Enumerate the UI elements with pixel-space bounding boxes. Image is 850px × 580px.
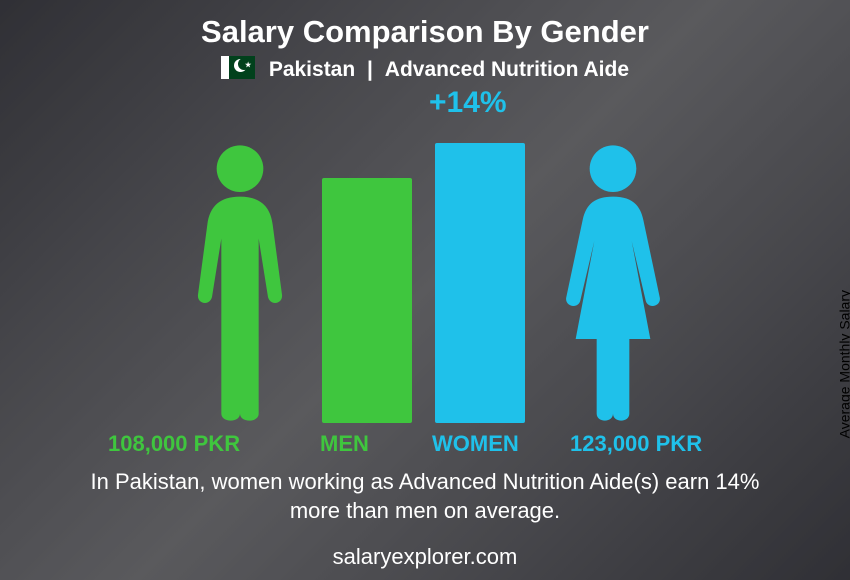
men-bar	[322, 178, 412, 423]
footer-source: salaryexplorer.com	[40, 544, 810, 570]
man-icon	[180, 143, 300, 423]
men-label: MEN	[320, 431, 369, 457]
men-salary: 108,000 PKR	[108, 431, 240, 457]
woman-icon	[550, 143, 676, 423]
figures-row	[40, 143, 810, 423]
infographic-content: Salary Comparison By Gender ★ Pakistan |…	[0, 0, 850, 580]
women-salary: 123,000 PKR	[570, 431, 702, 457]
women-label: WOMEN	[432, 431, 519, 457]
subtitle-row: ★ Pakistan | Advanced Nutrition Aide	[40, 56, 810, 82]
country-label: Pakistan	[269, 58, 355, 81]
delta-percentage: +14%	[429, 86, 507, 120]
pakistan-flag-icon: ★	[221, 56, 255, 79]
separator: |	[367, 58, 373, 81]
y-axis-label: Average Monthly Salary	[836, 290, 850, 438]
chart-area: +14% 108,000 PKR MEN WOMEN 123,000	[40, 86, 810, 467]
summary-text: In Pakistan, women working as Advanced N…	[40, 467, 810, 526]
job-title-label: Advanced Nutrition Aide	[385, 58, 629, 81]
page-title: Salary Comparison By Gender	[40, 14, 810, 50]
women-bar	[435, 143, 525, 423]
